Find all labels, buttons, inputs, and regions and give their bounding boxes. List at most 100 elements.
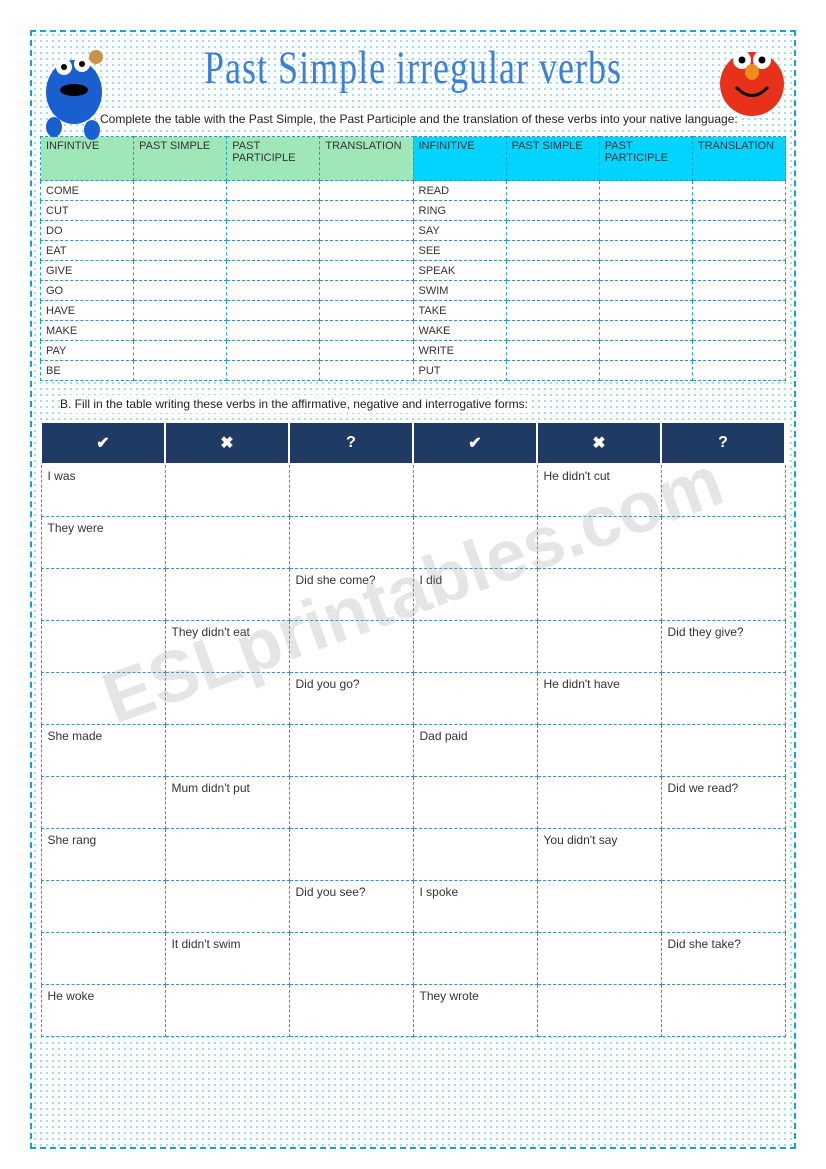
table-row: MAKEWAKE — [41, 321, 786, 341]
table-cell — [692, 341, 785, 361]
table-cell — [289, 724, 413, 776]
table-cell — [692, 301, 785, 321]
table-cell — [506, 321, 599, 341]
table-cell — [320, 241, 413, 261]
table-cell: He didn't have — [537, 672, 661, 724]
table-cell — [413, 464, 537, 516]
table-cell: Did they give? — [661, 620, 785, 672]
page-title: Past Simple irregular verbs — [40, 40, 786, 95]
table-cell — [506, 361, 599, 381]
table-cell — [320, 301, 413, 321]
table-cell — [537, 516, 661, 568]
table-row: Did she come?I did — [41, 568, 785, 620]
table-cell — [134, 181, 227, 201]
table-cell: They were — [41, 516, 165, 568]
verbs-table: INFINTIVE PAST SIMPLE PAST PARTICIPLE TR… — [40, 136, 786, 381]
table-cell — [165, 464, 289, 516]
table-row: DO SAY — [41, 221, 786, 241]
table-cell: CUT — [41, 201, 134, 221]
instruction-a: Complete the table with the Past Simple,… — [100, 110, 738, 128]
table-cell — [506, 281, 599, 301]
table-row: I wasHe didn't cut — [41, 464, 785, 516]
table-header-row: INFINTIVE PAST SIMPLE PAST PARTICIPLE TR… — [41, 137, 786, 181]
table-cell — [661, 984, 785, 1036]
col-past-participle-r: PAST PARTICIPLE — [599, 137, 692, 181]
table-cell: They didn't eat — [165, 620, 289, 672]
table-cell: GO — [41, 281, 134, 301]
table-row: HAVETAKE — [41, 301, 786, 321]
table-cell — [692, 201, 785, 221]
table-cell: He woke — [41, 984, 165, 1036]
col-translation-r: TRANSLATION — [692, 137, 785, 181]
table-cell — [537, 776, 661, 828]
table-cell: Did we read? — [661, 776, 785, 828]
table-row: BE PUT — [41, 361, 786, 381]
table-cell — [320, 281, 413, 301]
table-cell: She rang — [41, 828, 165, 880]
table-cell — [165, 880, 289, 932]
table-cell — [41, 568, 165, 620]
table-cell — [413, 776, 537, 828]
table-cell — [506, 181, 599, 201]
table-cell: SEE — [413, 241, 506, 261]
table-cell — [320, 181, 413, 201]
table-cell — [537, 568, 661, 620]
table-cell: She made — [41, 724, 165, 776]
table-cell — [289, 516, 413, 568]
table-cell — [227, 221, 320, 241]
table-cell — [41, 880, 165, 932]
col-infinitive-l: INFINTIVE — [41, 137, 134, 181]
table-cell — [537, 932, 661, 984]
col-interrogative-1: ? — [289, 422, 413, 464]
table-cell — [661, 516, 785, 568]
table-cell: BE — [41, 361, 134, 381]
table-cell: Dad paid — [413, 724, 537, 776]
table-cell: TAKE — [413, 301, 506, 321]
table-cell — [661, 568, 785, 620]
table-cell: It didn't swim — [165, 932, 289, 984]
table-cell — [599, 281, 692, 301]
table-cell: PAY — [41, 341, 134, 361]
table-cell — [165, 984, 289, 1036]
col-past-simple-r: PAST SIMPLE — [506, 137, 599, 181]
table-row: They were — [41, 516, 785, 568]
col-translation-l: TRANSLATION — [320, 137, 413, 181]
table-cell — [41, 672, 165, 724]
table-cell — [537, 620, 661, 672]
table-cell — [320, 201, 413, 221]
table-cell: Did you see? — [289, 880, 413, 932]
table-cell — [599, 321, 692, 341]
table-cell — [134, 341, 227, 361]
table-row: CUTRING — [41, 201, 786, 221]
table-cell — [227, 361, 320, 381]
table-cell: MAKE — [41, 321, 134, 341]
table-cell — [227, 261, 320, 281]
table-cell: He didn't cut — [537, 464, 661, 516]
table-cell: Mum didn't put — [165, 776, 289, 828]
table-cell — [413, 516, 537, 568]
table-cell — [320, 341, 413, 361]
table-cell — [134, 281, 227, 301]
table-cell — [537, 880, 661, 932]
table-cell: PUT — [413, 361, 506, 381]
table-cell — [506, 261, 599, 281]
table-cell: SAY — [413, 221, 506, 241]
table-row: GOSWIM — [41, 281, 786, 301]
table-cell — [413, 932, 537, 984]
table-cell — [692, 241, 785, 261]
table-cell — [134, 201, 227, 221]
table-cell — [599, 341, 692, 361]
table-cell — [599, 201, 692, 221]
forms-table: ✔ ✖ ? ✔ ✖ ? I wasHe didn't cutThey wereD… — [40, 421, 786, 1037]
table-row: PAYWRITE — [41, 341, 786, 361]
table-cell — [599, 261, 692, 281]
table-cell: SPEAK — [413, 261, 506, 281]
table-cell — [227, 281, 320, 301]
table-cell — [506, 221, 599, 241]
table-cell — [227, 321, 320, 341]
col-negative-1: ✖ — [165, 422, 289, 464]
table-cell — [692, 321, 785, 341]
table-cell: Did she take? — [661, 932, 785, 984]
table-cell — [289, 984, 413, 1036]
table-cell: DO — [41, 221, 134, 241]
